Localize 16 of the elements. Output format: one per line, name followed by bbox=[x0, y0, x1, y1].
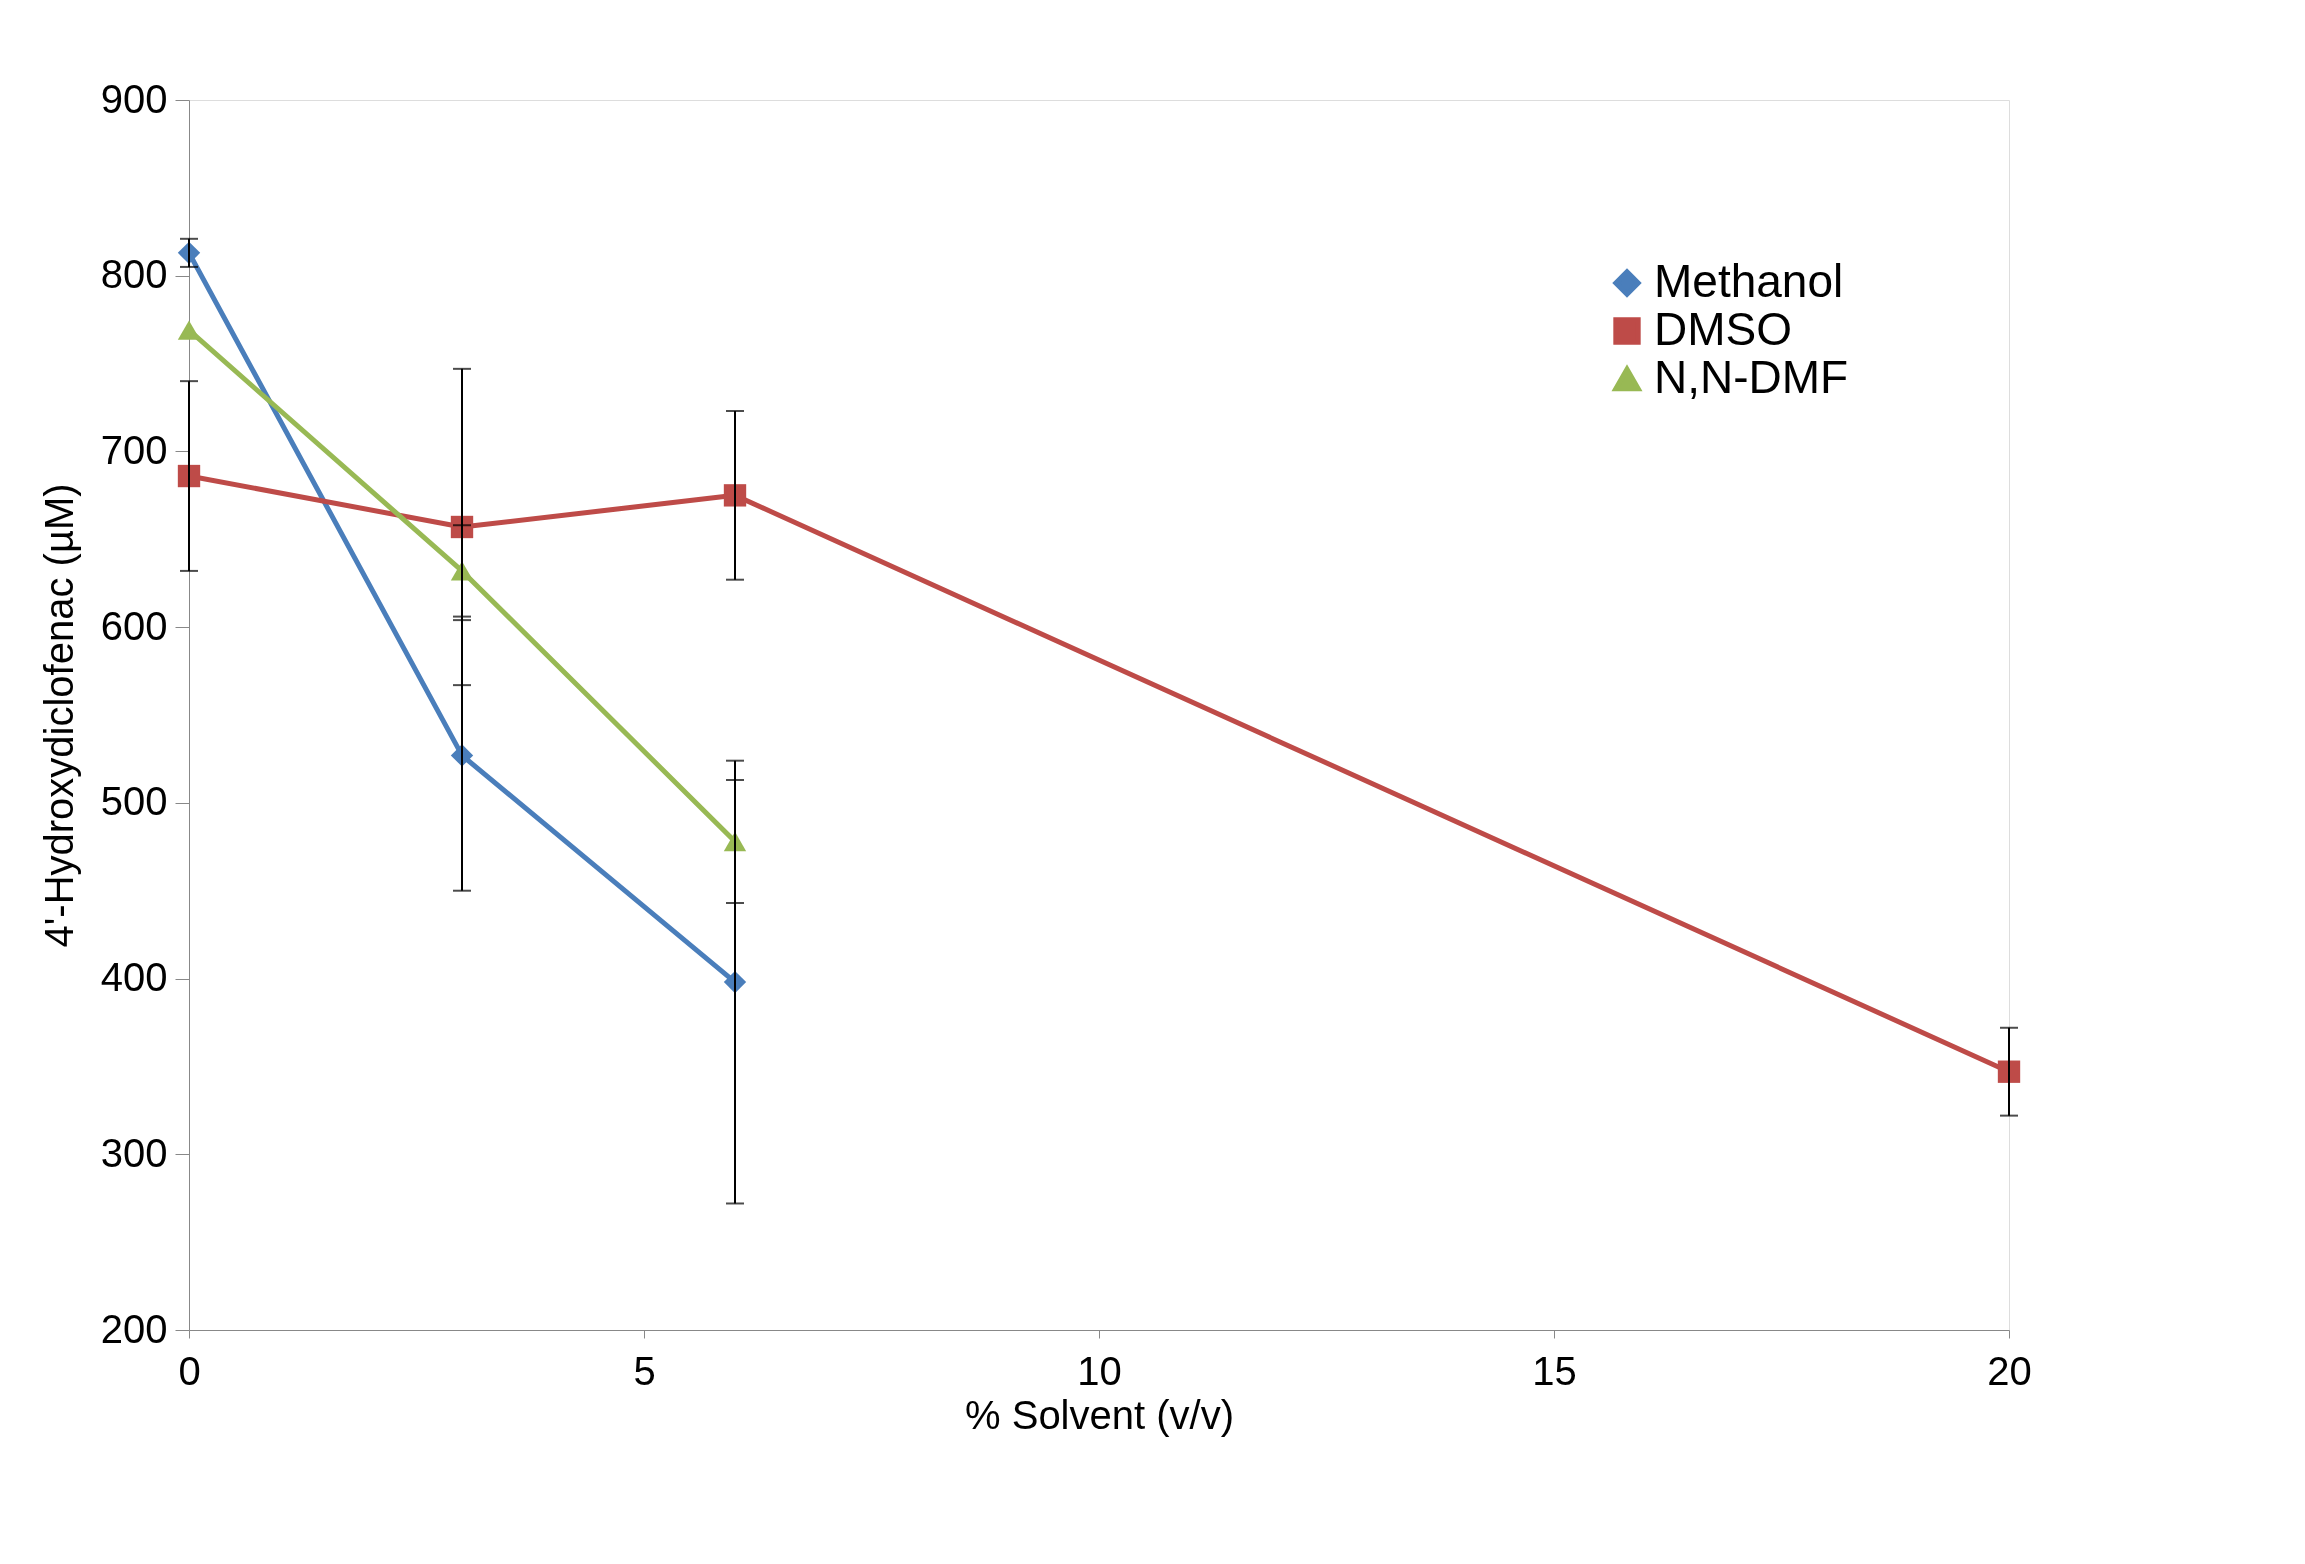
y-tick-label: 700 bbox=[100, 427, 168, 472]
x-tick-label: 20 bbox=[1987, 1348, 2032, 1393]
x-tick-label: 10 bbox=[1077, 1348, 1122, 1393]
y-tick-label: 600 bbox=[100, 603, 168, 648]
y-tick-label: 200 bbox=[100, 1306, 168, 1351]
point bbox=[177, 320, 201, 340]
y-tick-label: 300 bbox=[100, 1130, 168, 1175]
y-tick-label: 400 bbox=[100, 955, 168, 1000]
x-tick-label: 5 bbox=[633, 1348, 656, 1393]
y-axis-title: 4'-Hydroxydiclofenac (µM) bbox=[36, 483, 81, 948]
x-tick-label: 15 bbox=[1532, 1348, 1577, 1393]
y-tick-label: 900 bbox=[100, 76, 168, 121]
y-tick-label: 800 bbox=[100, 252, 168, 297]
x-axis-title: % Solvent (v/v) bbox=[965, 1392, 1234, 1437]
x-tick-label: 0 bbox=[178, 1348, 201, 1393]
y-tick-label: 500 bbox=[100, 779, 168, 824]
